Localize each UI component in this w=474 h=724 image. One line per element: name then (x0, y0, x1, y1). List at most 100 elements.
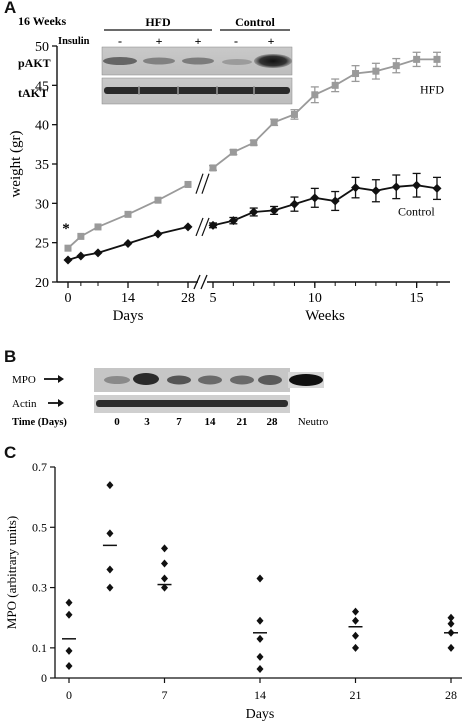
blot-band (254, 54, 292, 68)
blot-band (167, 375, 191, 385)
series-label-control: Control (398, 204, 435, 218)
y-tick-label: 25 (35, 237, 49, 252)
data-point-hfd (372, 67, 380, 75)
data-point-control (351, 183, 361, 193)
y-tick-label: 30 (35, 197, 49, 212)
x-axis-title-days: Days (113, 308, 144, 324)
insulin-sign: + (195, 34, 202, 48)
data-point (256, 616, 264, 625)
data-point (106, 481, 114, 490)
blot-band (230, 375, 254, 385)
data-point-hfd (392, 62, 400, 70)
data-point (256, 634, 264, 643)
significance-star: * (62, 221, 70, 237)
data-point (161, 583, 168, 592)
data-point (352, 631, 359, 640)
data-point (65, 598, 73, 607)
blot-band (104, 87, 290, 94)
data-point-control (289, 199, 299, 209)
data-point-hfd (154, 196, 162, 204)
data-point-control (310, 193, 320, 203)
data-point (256, 652, 264, 661)
x-axis-title-weeks: Weeks (305, 308, 345, 324)
data-point-hfd (209, 164, 217, 172)
y-tick-label: 50 (35, 40, 49, 55)
data-point (352, 643, 359, 652)
series-break-mark (201, 173, 210, 194)
y-tick-label: 45 (35, 79, 49, 94)
data-point-control (153, 229, 163, 239)
data-point-control (269, 205, 279, 215)
blot-band (198, 375, 222, 385)
data-point-hfd (77, 232, 85, 240)
lane-label: 7 (176, 416, 182, 428)
data-point-control (208, 220, 218, 230)
y-tick-label: 0.7 (32, 460, 47, 474)
blot-band (182, 57, 214, 65)
blot-row-actin: Actin (12, 398, 37, 410)
data-point (106, 529, 114, 538)
data-point (352, 607, 359, 616)
data-point-hfd (331, 81, 339, 89)
x-tick-label: 5 (210, 291, 217, 306)
data-point-hfd (184, 180, 192, 188)
data-point-hfd (290, 110, 298, 118)
data-point-control (330, 196, 340, 206)
data-point (256, 664, 264, 673)
data-point (65, 646, 73, 655)
panel-label-a: A (4, 0, 17, 17)
data-point-hfd (413, 55, 421, 63)
insulin-sign: - (234, 34, 238, 48)
data-point-hfd (124, 210, 132, 218)
data-point-control (432, 183, 442, 193)
x-tick-label: 7 (162, 688, 168, 702)
data-point-hfd (64, 244, 72, 252)
data-point (65, 661, 73, 670)
blot-band (104, 376, 130, 384)
blot-band (133, 373, 159, 385)
data-point-hfd (311, 91, 319, 99)
data-point (447, 613, 455, 622)
data-point-control (371, 186, 381, 196)
insulin-sign: + (268, 34, 275, 48)
lane-label-neutro: Neutro (298, 416, 329, 428)
data-point-control (183, 222, 193, 232)
insulin-sign: + (156, 34, 163, 48)
data-point-control (391, 182, 401, 192)
data-point-hfd (270, 118, 278, 126)
data-point (447, 643, 455, 652)
mpo-scatter-chart: 0 0.1 0.3 0.5 0.7 0 7 14 21 28 MPO (arbitrary unit… (4, 460, 462, 722)
data-point-control (412, 180, 422, 190)
blot-band (143, 57, 175, 65)
x-tick-label: 28 (445, 688, 457, 702)
series-break-mark (195, 173, 204, 194)
data-point-hfd (352, 70, 360, 78)
data-point (106, 583, 114, 592)
y-tick-label: 20 (35, 276, 49, 291)
x-tick-label: 14 (121, 291, 135, 306)
x-tick-label: 28 (181, 291, 195, 306)
mpo-blot: MPO Actin Time (Days) 0 3 7 14 21 28 Neu… (12, 368, 329, 428)
y-tick-label: 0 (41, 671, 47, 685)
panel-label-b: B (4, 347, 17, 366)
data-point-hfd (250, 139, 258, 147)
series-break-mark (195, 217, 204, 237)
lane-label: 21 (237, 416, 248, 428)
series-line-hfd-weeks (212, 58, 437, 169)
data-point (352, 616, 359, 625)
series-label-hfd: HFD (420, 82, 444, 96)
blot-band (289, 374, 323, 386)
akt-blot-inset: 16 Weeks HFD Control Insulin - + + - + p… (18, 14, 293, 105)
blot-group-control: Control (235, 15, 275, 29)
y-tick-label: 40 (35, 119, 49, 134)
lane-label: 28 (267, 416, 279, 428)
axis-break-mark (200, 274, 208, 290)
x-tick-label: 0 (66, 688, 72, 702)
blot-insulin-label: Insulin (58, 36, 90, 47)
blot-band (96, 400, 288, 407)
data-point-control (249, 207, 259, 217)
panel-label-c: C (4, 443, 17, 462)
lane-label: 14 (205, 416, 217, 428)
y-tick-label: 0.3 (32, 581, 47, 595)
data-point (65, 610, 73, 619)
